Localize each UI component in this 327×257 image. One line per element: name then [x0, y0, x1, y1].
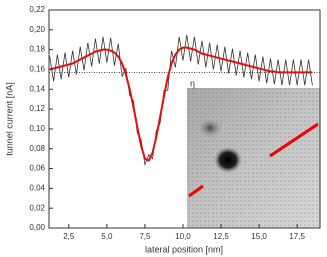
y-tick-label: 0,22	[29, 5, 45, 14]
y-tick-label: 0,06	[29, 164, 45, 173]
data-line	[49, 46, 313, 162]
y-tick-label: 0,02	[29, 203, 45, 212]
plot-frame	[48, 9, 321, 229]
y-axis-title: tunnel current [nA]	[4, 82, 14, 156]
y-tick-label: 0,00	[29, 223, 45, 232]
y-tick-label: 0,12	[29, 104, 45, 113]
y-tick-label: 0,14	[29, 84, 45, 93]
inset-image	[187, 88, 320, 228]
plot-area	[49, 34, 320, 167]
x-axis-title: lateral position [nm]	[145, 244, 223, 254]
y-tick-label: 0,16	[29, 65, 45, 74]
x-tick-label: 15,0	[251, 232, 267, 241]
x-tick-label: 17,5	[289, 232, 305, 241]
x-tick-label: 10,0	[175, 232, 191, 241]
x-tick-label: 7,5	[139, 232, 151, 241]
x-tick-label: 5,0	[101, 232, 113, 241]
y-tick-label: 0,10	[29, 124, 45, 133]
y-tick-label: 0,18	[29, 45, 45, 54]
annotation: η	[190, 78, 195, 88]
y-tick-label: 0,20	[29, 25, 45, 34]
y-tick-label: 0,08	[29, 144, 45, 153]
x-tick-label: 12,5	[213, 232, 229, 241]
x-tick-label: 2,5	[63, 232, 75, 241]
y-tick-label: 0,04	[29, 183, 45, 192]
